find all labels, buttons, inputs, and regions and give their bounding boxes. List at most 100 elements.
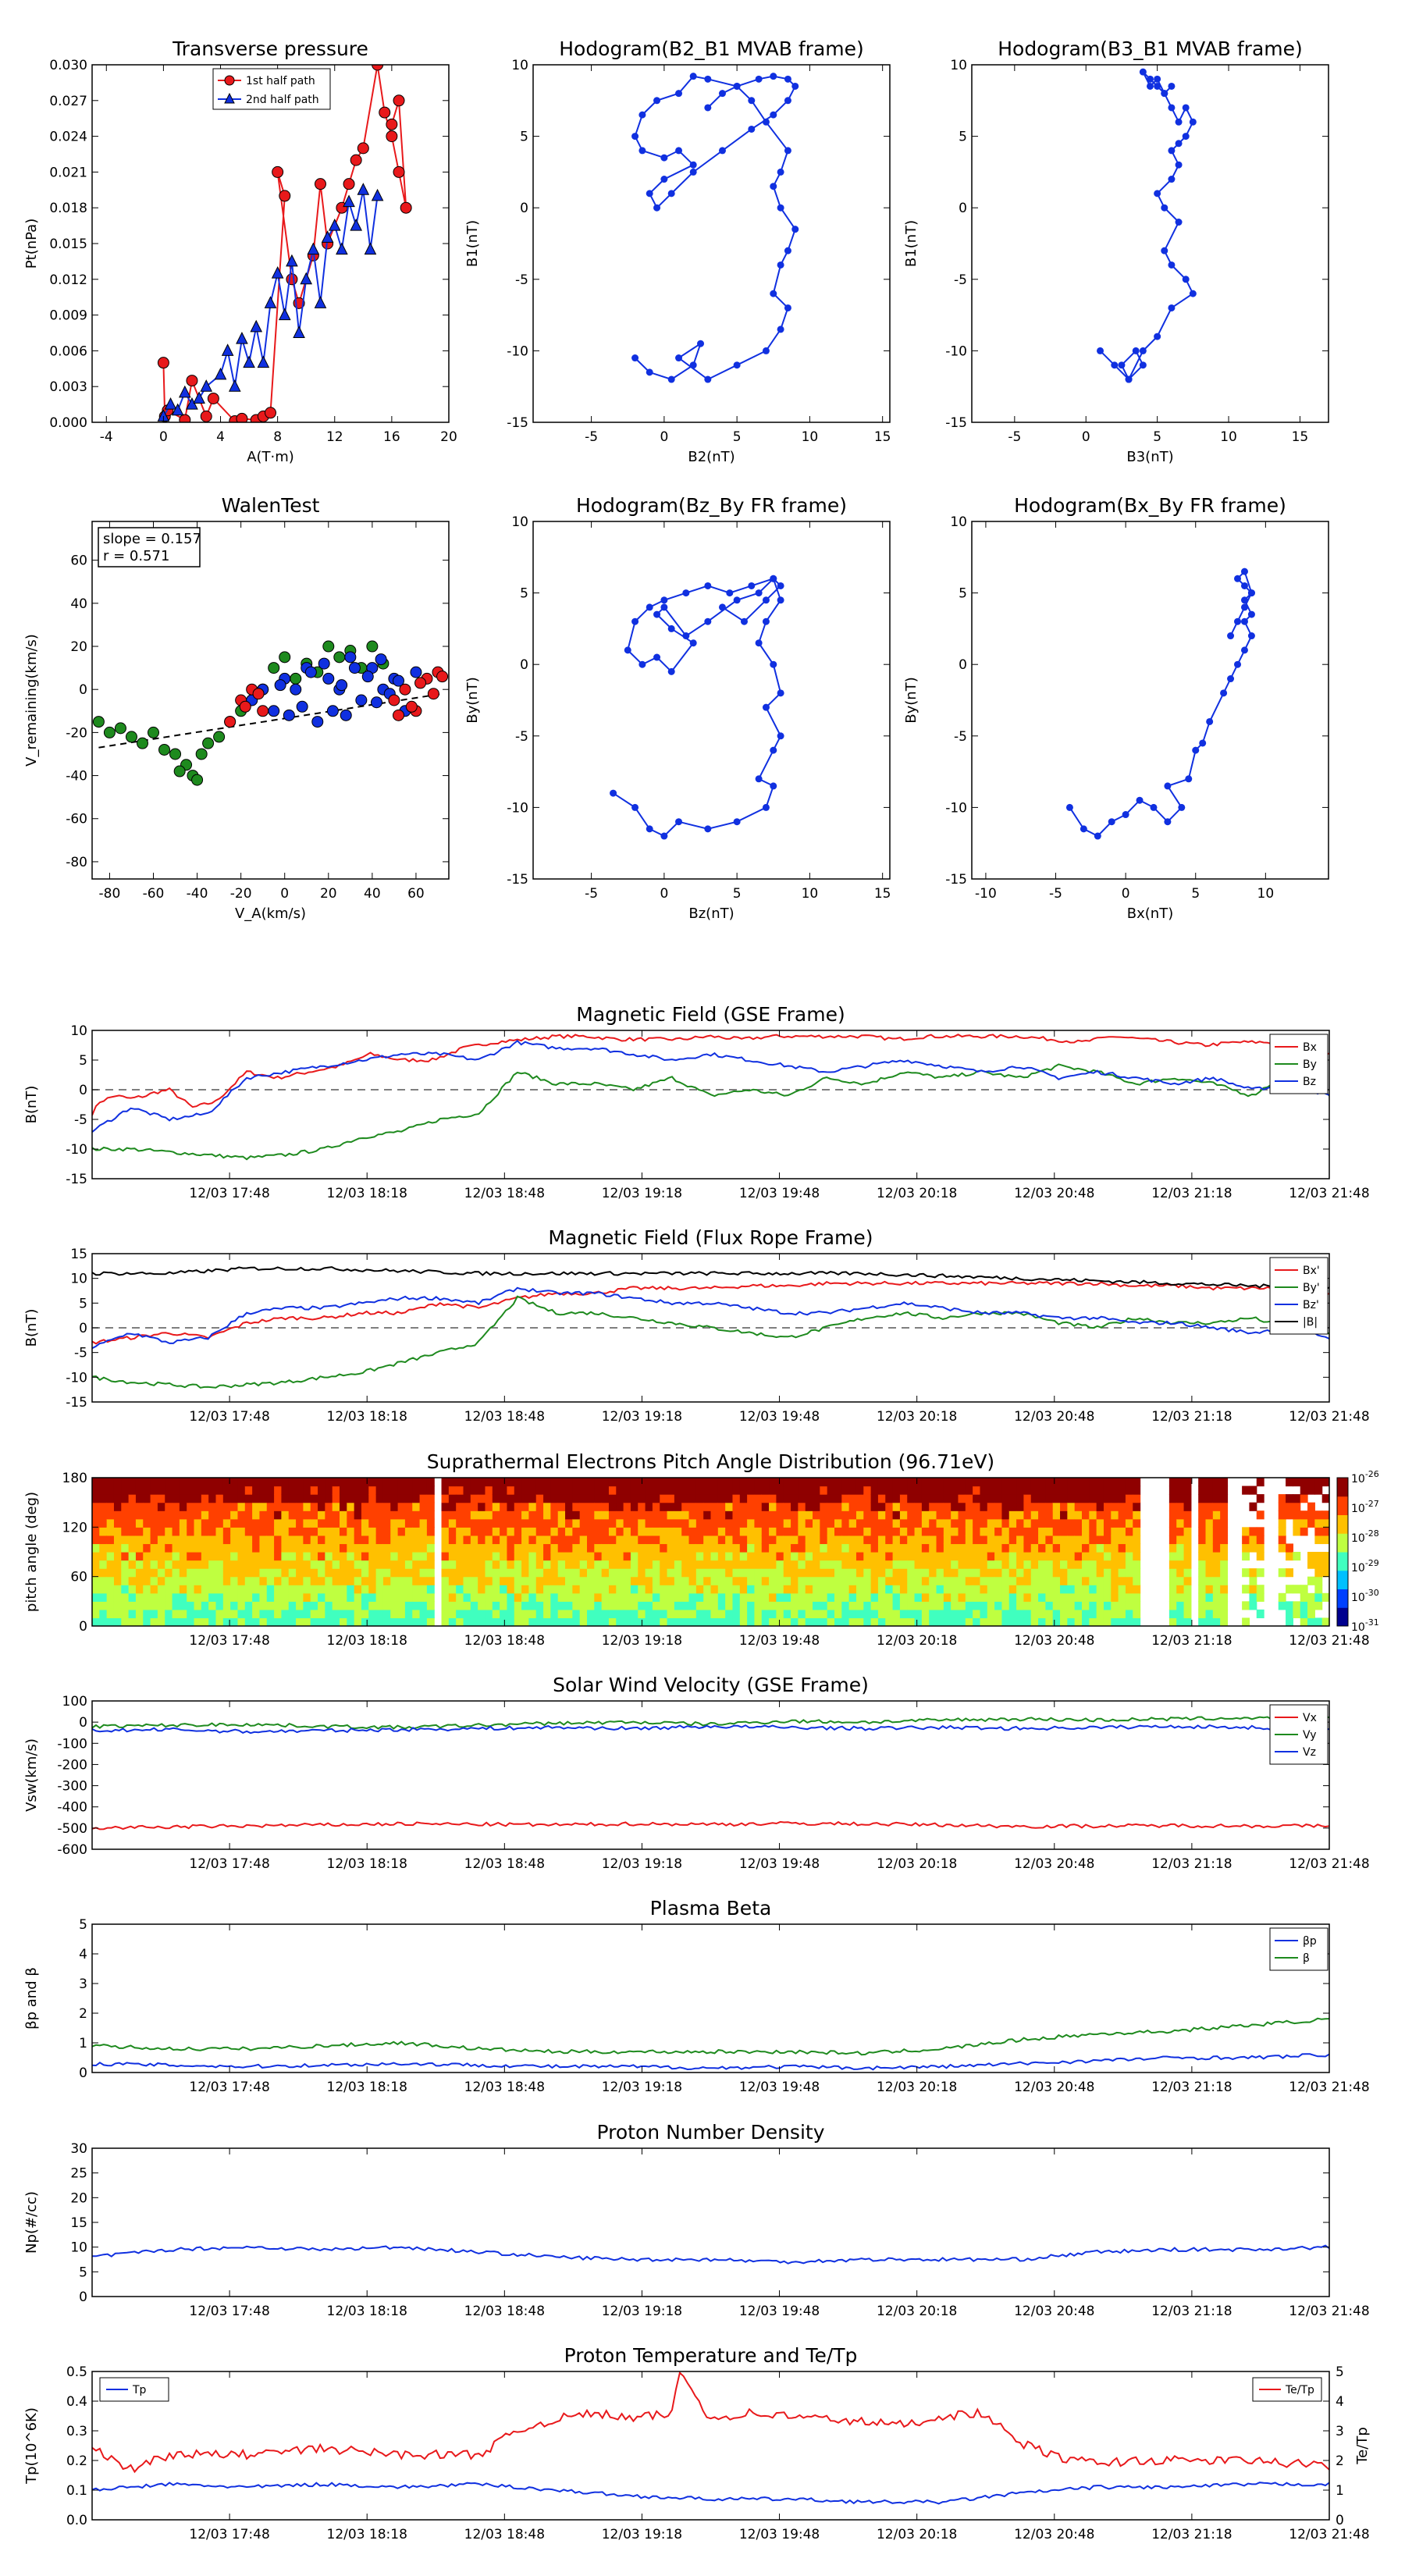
heatmap-cell xyxy=(739,1485,748,1495)
heatmap-cell xyxy=(594,1601,603,1610)
hodogram-point xyxy=(667,624,675,632)
heatmap-cell xyxy=(987,1510,995,1520)
heatmap-cell xyxy=(557,1609,566,1619)
heatmap-cell xyxy=(798,1518,806,1528)
heatmap-cell xyxy=(179,1609,187,1619)
heatmap-cell xyxy=(958,1560,966,1569)
heatmap-cell xyxy=(507,1527,515,1536)
heatmap-cell xyxy=(703,1617,712,1626)
heatmap-cell xyxy=(754,1518,763,1528)
heatmap-cell xyxy=(813,1478,820,1487)
heatmap-cell xyxy=(674,1568,682,1578)
heatmap-cell xyxy=(194,1535,202,1545)
heatmap-cell xyxy=(281,1502,290,1511)
heatmap-cell xyxy=(863,1494,872,1503)
heatmap-cell xyxy=(1111,1510,1119,1520)
heatmap-cell xyxy=(572,1592,581,1602)
heatmap-cell xyxy=(652,1592,660,1602)
heatmap-cell xyxy=(274,1527,283,1536)
heatmap-cell xyxy=(550,1494,559,1503)
hodogram-point xyxy=(1182,104,1190,112)
heatmap-cell xyxy=(1045,1552,1054,1561)
heatmap-cell xyxy=(1052,1560,1061,1569)
heatmap-cell xyxy=(426,1576,435,1585)
heatmap-cell xyxy=(543,1478,551,1487)
heatmap-cell xyxy=(791,1478,799,1487)
heatmap-cell xyxy=(943,1552,951,1561)
heatmap-cell xyxy=(994,1560,1003,1569)
heatmap-cell xyxy=(855,1518,864,1528)
y-axis-label: βp and β xyxy=(23,1967,40,2030)
scatter-point xyxy=(405,700,418,713)
heatmap-cell xyxy=(106,1560,115,1569)
heatmap-cell xyxy=(885,1617,894,1626)
y2-tick-label: 2 xyxy=(1336,2453,1344,2469)
heatmap-cell xyxy=(375,1543,384,1553)
y-tick-label: 15 xyxy=(70,1247,87,1262)
heatmap-cell xyxy=(608,1502,617,1511)
heatmap-cell xyxy=(1220,1576,1229,1585)
hodogram-point xyxy=(667,190,675,197)
heatmap-cell xyxy=(973,1585,981,1594)
heatmap-cell xyxy=(310,1510,318,1520)
heatmap-cell xyxy=(179,1592,187,1602)
heatmap-cell xyxy=(892,1568,901,1578)
heatmap-cell xyxy=(914,1494,923,1503)
heatmap-cell xyxy=(616,1518,624,1528)
heatmap-cell xyxy=(1168,1568,1177,1578)
panel-title: Hodogram(Bz_By FR frame) xyxy=(576,494,847,517)
hodogram-point xyxy=(689,168,697,176)
y-tick-label: 10 xyxy=(511,514,528,530)
hodogram-point xyxy=(1154,190,1161,197)
heatmap-cell xyxy=(354,1502,362,1511)
heatmap-cell xyxy=(230,1485,239,1495)
heatmap-cell xyxy=(500,1568,508,1578)
heatmap-cell xyxy=(1082,1502,1090,1511)
legend-label: Bz xyxy=(1303,1076,1316,1088)
heatmap-cell xyxy=(165,1543,173,1553)
hodogram-point xyxy=(682,589,690,597)
heatmap-cell xyxy=(1314,1552,1323,1561)
heatmap-cell xyxy=(347,1568,355,1578)
heatmap-cell xyxy=(1256,1552,1264,1561)
heatmap-cell xyxy=(187,1568,195,1578)
heatmap-cell xyxy=(1183,1585,1192,1594)
heatmap-cell xyxy=(172,1609,180,1619)
heatmap-cell xyxy=(426,1568,435,1578)
heatmap-cell xyxy=(318,1601,325,1610)
heatmap-cell xyxy=(135,1601,144,1610)
heatmap-cell xyxy=(652,1518,660,1528)
heatmap-cell xyxy=(732,1576,741,1585)
heatmap-cell xyxy=(841,1527,850,1536)
heatmap-cell xyxy=(565,1494,573,1503)
heatmap-cell xyxy=(594,1576,603,1585)
heatmap-cell xyxy=(128,1502,137,1511)
heatmap-cell xyxy=(667,1502,675,1511)
heatmap-cell xyxy=(877,1485,886,1495)
heatmap-cell xyxy=(754,1576,763,1585)
heatmap-cell xyxy=(834,1568,842,1578)
heatmap-cell xyxy=(1220,1527,1229,1536)
heatmap-cell xyxy=(1278,1568,1286,1578)
heatmap-cell xyxy=(1249,1568,1257,1578)
heatmap-cell xyxy=(215,1585,224,1594)
heatmap-cell xyxy=(92,1494,100,1503)
heatmap-cell xyxy=(667,1585,675,1594)
heatmap-cell xyxy=(456,1543,464,1553)
hodogram-point xyxy=(704,617,712,625)
series-line-β xyxy=(92,2017,1329,2056)
heatmap-cell xyxy=(660,1560,668,1569)
heatmap-cell xyxy=(485,1617,493,1626)
heatmap-cell xyxy=(478,1543,486,1553)
heatmap-cell xyxy=(660,1535,668,1545)
heatmap-cell xyxy=(1307,1478,1315,1487)
heatmap-cell xyxy=(907,1609,916,1619)
heatmap-cell xyxy=(973,1592,981,1602)
heatmap-cell xyxy=(813,1560,820,1569)
heatmap-cell xyxy=(798,1510,806,1520)
heatmap-cell xyxy=(783,1576,791,1585)
heatmap-cell xyxy=(187,1576,195,1585)
scatter-point xyxy=(322,672,335,685)
heatmap-cell xyxy=(1176,1485,1185,1495)
hodogram-point xyxy=(1199,739,1207,747)
